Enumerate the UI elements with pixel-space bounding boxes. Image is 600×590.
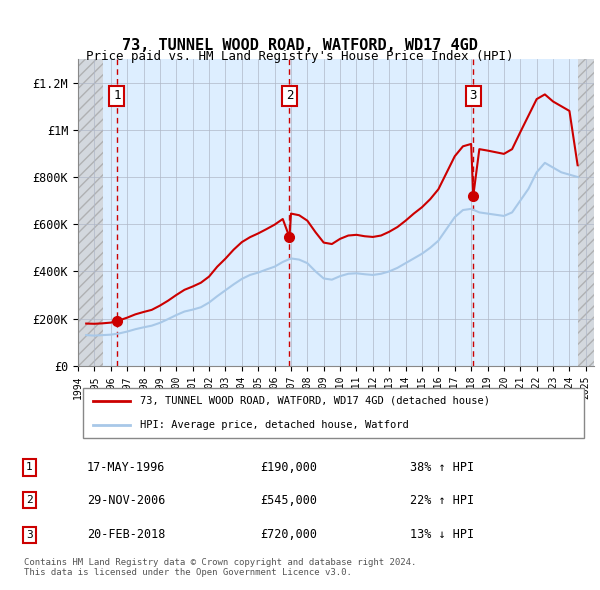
Text: 13% ↓ HPI: 13% ↓ HPI — [410, 529, 474, 542]
Text: 3: 3 — [470, 89, 477, 102]
Text: 20-FEB-2018: 20-FEB-2018 — [87, 529, 166, 542]
Text: 38% ↑ HPI: 38% ↑ HPI — [410, 461, 474, 474]
Text: 2: 2 — [286, 89, 293, 102]
Text: 73, TUNNEL WOOD ROAD, WATFORD, WD17 4GD (detached house): 73, TUNNEL WOOD ROAD, WATFORD, WD17 4GD … — [140, 396, 490, 406]
Text: 22% ↑ HPI: 22% ↑ HPI — [410, 493, 474, 507]
Text: Contains HM Land Registry data © Crown copyright and database right 2024.
This d: Contains HM Land Registry data © Crown c… — [24, 558, 416, 577]
Text: 1: 1 — [26, 463, 33, 472]
Bar — [578, 59, 594, 366]
FancyBboxPatch shape — [83, 388, 584, 438]
Text: £720,000: £720,000 — [260, 529, 317, 542]
Text: Price paid vs. HM Land Registry's House Price Index (HPI): Price paid vs. HM Land Registry's House … — [86, 50, 514, 63]
Text: 17-MAY-1996: 17-MAY-1996 — [87, 461, 166, 474]
Text: 1: 1 — [113, 89, 121, 102]
Bar — [78, 59, 103, 366]
Text: 73, TUNNEL WOOD ROAD, WATFORD, WD17 4GD: 73, TUNNEL WOOD ROAD, WATFORD, WD17 4GD — [122, 38, 478, 53]
Text: £545,000: £545,000 — [260, 493, 317, 507]
Text: 3: 3 — [26, 530, 33, 540]
Text: HPI: Average price, detached house, Watford: HPI: Average price, detached house, Watf… — [140, 420, 409, 430]
Text: 2: 2 — [26, 495, 33, 505]
Text: 29-NOV-2006: 29-NOV-2006 — [87, 493, 166, 507]
Text: £190,000: £190,000 — [260, 461, 317, 474]
